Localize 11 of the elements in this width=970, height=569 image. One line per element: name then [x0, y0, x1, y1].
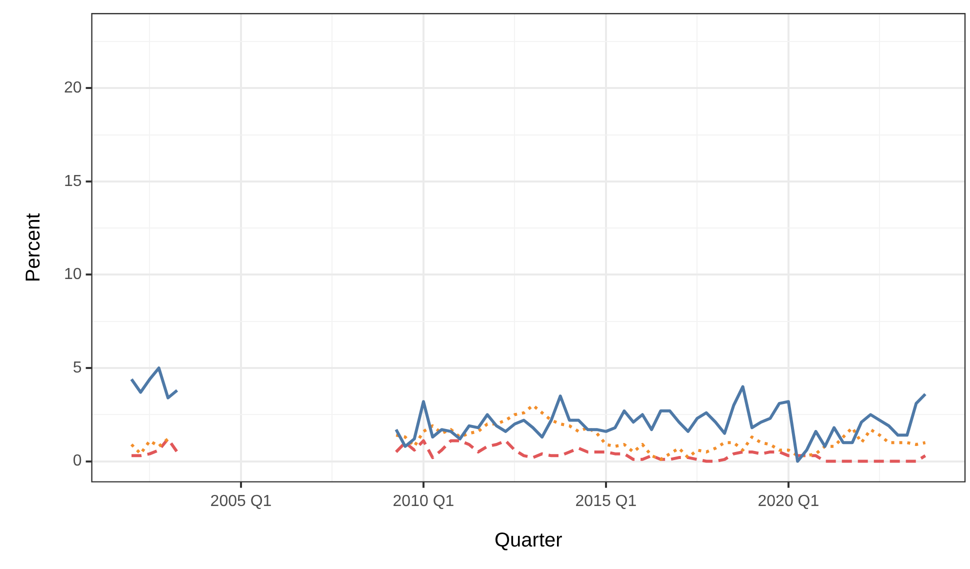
x-tick-label: 2020 Q1	[758, 492, 820, 510]
y-tick-label: 5	[72, 359, 82, 376]
y-tick-label: 10	[64, 266, 82, 284]
y-tick-label: 0	[72, 452, 82, 470]
y-tick-label: 20	[64, 80, 82, 97]
x-tick-label: 2005 Q1	[210, 492, 272, 510]
x-axis-title: Quarter	[494, 530, 563, 552]
x-tick-label: 2015 Q1	[575, 492, 637, 510]
x-tick-label: 2010 Q1	[392, 492, 454, 510]
y-tick-label: 15	[64, 172, 82, 190]
y-axis-title: Percent	[22, 212, 45, 282]
